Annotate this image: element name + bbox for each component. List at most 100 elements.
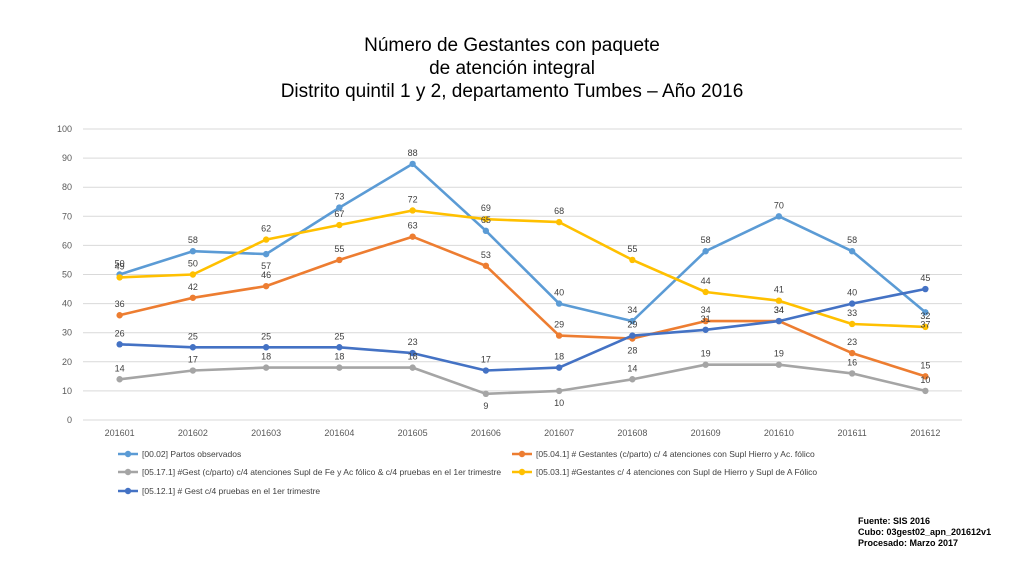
y-tick-label: 90: [62, 153, 72, 163]
x-tick-label: 201606: [471, 428, 501, 438]
data-point: [482, 216, 490, 223]
data-point: [555, 300, 563, 307]
source-line-3: Procesado: Marzo 2017: [858, 538, 959, 548]
data-point: [336, 256, 343, 264]
x-tick-label: 201603: [251, 428, 281, 438]
data-label: 23: [847, 337, 857, 347]
data-label: 62: [261, 224, 271, 234]
source-line-2: Cubo: 03gest02_apn_201612v1: [858, 527, 992, 537]
legend-label-3: [05.17.1] #Gest (c/parto) c/4 atenciones…: [142, 467, 501, 477]
data-label: 41: [774, 285, 784, 295]
data-point: [922, 373, 929, 380]
legend-marker-5: [124, 487, 132, 495]
data-point: [629, 256, 636, 264]
data-point: [555, 332, 563, 339]
data-label: 18: [554, 352, 564, 362]
data-point: [848, 320, 856, 328]
x-tick-label: 201605: [398, 428, 428, 438]
y-tick-label: 10: [62, 386, 72, 396]
y-tick-label: 0: [67, 415, 72, 425]
x-axis: 201601 201602 201603 201604 201605 201606 2016…: [105, 428, 941, 438]
data-label: 68: [554, 206, 564, 216]
data-point: [189, 344, 197, 351]
data-point: [702, 288, 709, 296]
data-label: 32: [920, 311, 930, 321]
series-lines: [116, 160, 929, 398]
data-point: [336, 364, 343, 371]
data-label: 73: [334, 192, 344, 202]
data-label: 70: [774, 200, 784, 210]
series-line-4: [118, 209, 927, 329]
chart-title: Número de Gestantes con paquete de atenc…: [0, 34, 1024, 103]
data-label: 63: [408, 221, 418, 231]
data-label: 40: [554, 288, 564, 298]
data-point: [702, 326, 709, 333]
data-point: [116, 312, 123, 319]
data-label: 25: [188, 331, 198, 341]
data-label: 18: [261, 352, 271, 362]
data-point: [922, 309, 929, 316]
data-label: 29: [627, 320, 637, 330]
data-point: [336, 344, 343, 351]
legend-label-1: [00.02] Partos observados: [142, 449, 241, 459]
data-label: 46: [261, 270, 271, 280]
source-line-1: Fuente: SIS 2016: [858, 516, 931, 526]
data-point: [629, 332, 636, 339]
data-label: 19: [701, 349, 711, 359]
data-point: [922, 387, 929, 395]
data-point: [482, 367, 490, 374]
data-label: 14: [115, 363, 125, 373]
data-label: 34: [774, 305, 784, 315]
data-label: 40: [847, 288, 857, 298]
data-label: 58: [847, 235, 857, 245]
data-point: [262, 364, 270, 371]
data-label: 88: [408, 148, 418, 158]
data-label: 53: [481, 250, 491, 260]
series-line-5: [118, 287, 927, 372]
x-tick-label: 201612: [910, 428, 940, 438]
data-label: 26: [115, 328, 125, 338]
data-point: [409, 207, 416, 214]
data-label: 55: [334, 244, 344, 254]
data-label: 28: [627, 346, 637, 356]
y-tick-label: 100: [57, 124, 72, 134]
data-label: 10: [920, 375, 930, 385]
data-label: 37: [920, 319, 930, 329]
y-tick-label: 30: [62, 328, 72, 338]
y-tick-label: 50: [62, 270, 72, 280]
data-label: 58: [701, 235, 711, 245]
data-label: 25: [334, 331, 344, 341]
data-point: [848, 300, 856, 307]
series-line-2: [118, 235, 927, 378]
data-point: [116, 376, 123, 383]
data-label: 29: [554, 320, 564, 330]
data-point: [702, 361, 709, 368]
source-note: Fuente: SIS 2016 Cubo: 03gest02_apn_2016…: [858, 516, 991, 549]
data-label: 58: [188, 235, 198, 245]
data-point: [482, 227, 490, 235]
data-point: [482, 262, 490, 269]
data-label: 72: [408, 194, 418, 204]
data-point: [262, 250, 270, 258]
data-point: [775, 317, 783, 325]
x-tick-label: 201608: [617, 428, 647, 438]
data-point: [189, 271, 197, 278]
data-point: [555, 218, 563, 226]
y-tick-label: 40: [62, 299, 72, 309]
data-label: 34: [627, 305, 637, 315]
data-label: 16: [847, 357, 857, 367]
y-tick-label: 80: [62, 182, 72, 192]
data-label: 23: [408, 337, 418, 347]
x-tick-label: 201611: [837, 428, 866, 438]
legend-label-2: [05.04.1] # Gestantes (c/parto) c/ 4 ate…: [536, 449, 815, 459]
legend-label-4: [05.03.1] #Gestantes c/ 4 atenciones con…: [536, 467, 817, 477]
legend: [00.02] Partos observados [05.04.1] # Ges…: [118, 449, 817, 496]
data-point: [409, 160, 416, 168]
data-label: 15: [920, 360, 930, 370]
data-point: [848, 370, 856, 377]
data-label: 19: [774, 349, 784, 359]
data-point: [555, 387, 563, 395]
data-point: [775, 297, 783, 304]
legend-marker-4: [518, 468, 526, 476]
